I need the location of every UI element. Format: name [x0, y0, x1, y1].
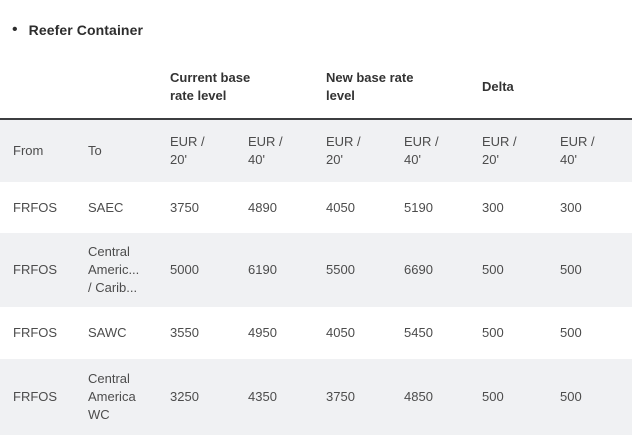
cell-new-40: 5450 [404, 325, 433, 340]
cell-new-40: 6690 [404, 262, 433, 277]
cell-from: FRFOS [13, 389, 58, 404]
cell-new-20: 5500 [326, 262, 355, 277]
cell-current-20: 3550 [170, 325, 199, 340]
table-group-header-row: Current base rate level New base rate le… [0, 56, 632, 118]
table-row: FRFOS SAWC 3550 4950 4050 5450 500 500 [0, 307, 632, 359]
cell-to: Central America WC [88, 371, 136, 422]
table-column-header-row: From To EUR / 20' EUR / 40' EUR / 20' EU… [0, 118, 632, 182]
cell-delta-40: 300 [560, 199, 582, 215]
table-row: FRFOS Central Americ... / Carib... 5000 … [0, 233, 632, 307]
cell-current-40: 4950 [248, 325, 277, 340]
cell-delta-40: 500 [560, 325, 582, 340]
cell-delta-40: 500 [560, 389, 582, 404]
cell-new-40: 4850 [404, 389, 433, 404]
cell-delta-40: 500 [560, 262, 582, 277]
page-title: Reefer Container [28, 22, 144, 38]
cell-current-20: 3750 [170, 199, 199, 215]
cell-new-20: 4050 [326, 199, 355, 215]
cell-from: FRFOS [13, 199, 58, 215]
column-header-from: From [13, 143, 44, 158]
group-header-new: New base rate level [326, 70, 414, 103]
cell-new-40: 5190 [404, 199, 433, 215]
cell-current-40: 4890 [248, 199, 277, 215]
cell-current-40: 6190 [248, 262, 277, 277]
group-header-current: Current base rate level [170, 70, 251, 103]
cell-to: SAEC [88, 199, 124, 215]
column-header-delta-20: EUR / 20' [482, 134, 517, 167]
table-row: FRFOS SAEC 3750 4890 4050 5190 300 300 [0, 182, 632, 233]
table-row: FRFOS Central America WC 3250 4350 3750 … [0, 359, 632, 435]
column-header-delta-40: EUR / 40' [560, 134, 595, 167]
bullet-icon: • [12, 21, 18, 38]
cell-current-20: 3250 [170, 389, 199, 404]
cell-delta-20: 300 [482, 199, 504, 215]
group-header-delta: Delta [482, 79, 514, 94]
cell-from: FRFOS [13, 325, 58, 340]
cell-delta-20: 500 [482, 325, 504, 340]
cell-current-20: 5000 [170, 262, 199, 277]
column-header-new-20: EUR / 20' [326, 134, 361, 167]
rates-table: Current base rate level New base rate le… [0, 56, 632, 435]
cell-to: SAWC [88, 325, 127, 340]
cell-delta-20: 500 [482, 262, 504, 277]
cell-from: FRFOS [13, 262, 58, 277]
column-header-current-20: EUR / 20' [170, 134, 205, 167]
cell-current-40: 4350 [248, 389, 277, 404]
cell-to: Central Americ... / Carib... [88, 244, 140, 295]
cell-delta-20: 500 [482, 389, 504, 404]
column-header-new-40: EUR / 40' [404, 134, 439, 167]
cell-new-20: 3750 [326, 389, 355, 404]
section-title: • Reefer Container [0, 0, 632, 39]
cell-new-20: 4050 [326, 325, 355, 340]
column-header-current-40: EUR / 40' [248, 134, 283, 167]
column-header-to: To [88, 143, 102, 158]
